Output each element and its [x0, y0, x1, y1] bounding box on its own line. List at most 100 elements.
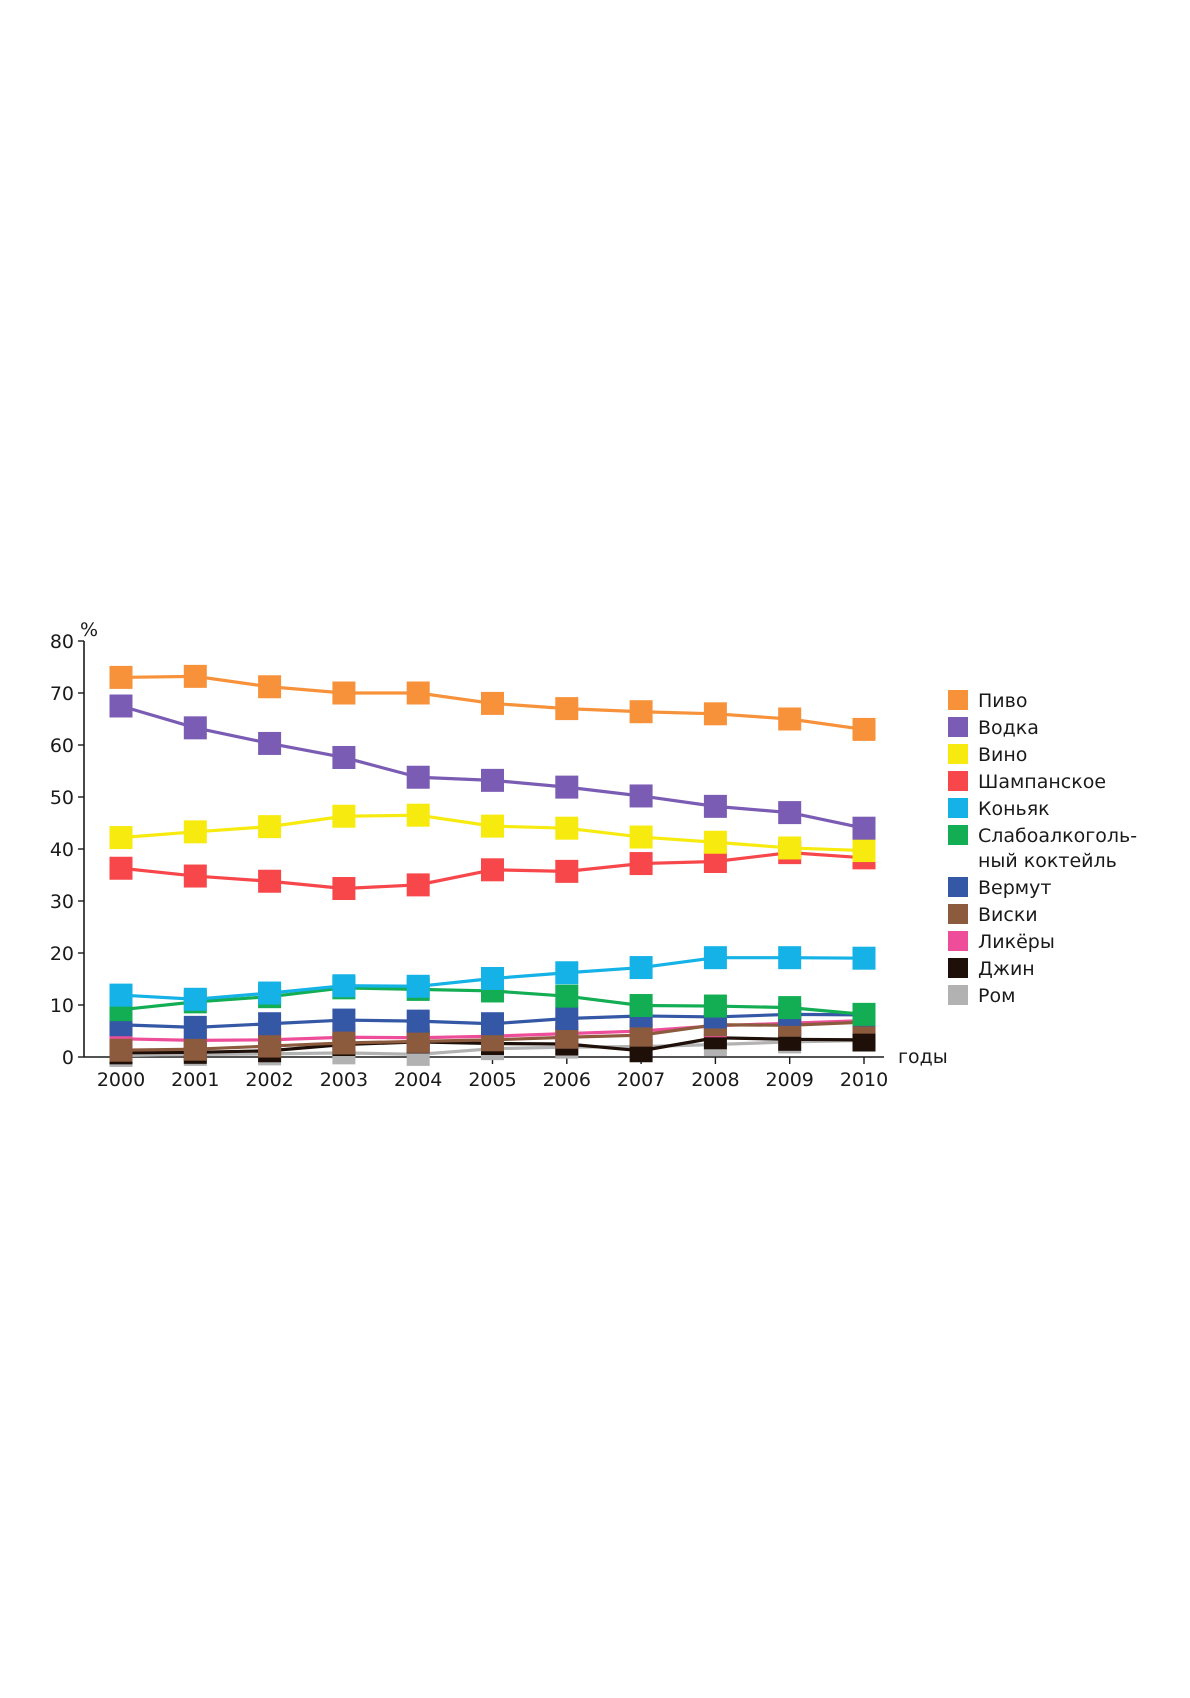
data-point: [852, 816, 876, 840]
data-point: [332, 1008, 356, 1032]
data-point: [555, 697, 579, 721]
y-tick-label: 30: [50, 891, 74, 913]
data-point: [258, 731, 282, 755]
data-point: [703, 849, 727, 873]
x-tick-label: 2010: [840, 1069, 888, 1091]
data-point: [332, 681, 356, 705]
legend-swatch: [948, 958, 968, 978]
y-ticks: 0 10 20 30 40 50 60 70 80: [50, 631, 84, 1069]
data-point: [406, 803, 430, 827]
legend-label: Ликёры: [978, 931, 1055, 953]
data-point: [258, 815, 282, 839]
x-tick-label: 2003: [320, 1069, 368, 1091]
data-point: [703, 946, 727, 970]
data-point: [183, 987, 207, 1011]
y-tick-label: 70: [50, 683, 74, 705]
data-point: [555, 859, 579, 883]
data-point: [629, 994, 653, 1018]
x-tick-label: 2001: [171, 1069, 219, 1091]
data-point: [332, 804, 356, 828]
data-point: [481, 858, 504, 882]
data-point: [629, 1023, 653, 1047]
legend-item: Шампанское: [948, 771, 1106, 793]
legend-label: Пиво: [978, 690, 1027, 712]
data-point: [481, 814, 504, 838]
data-point: [703, 994, 727, 1018]
data-point: [778, 996, 802, 1020]
data-point: [481, 966, 504, 990]
data-point: [481, 1012, 504, 1036]
data-point: [332, 877, 356, 901]
legend-item: Виски: [948, 904, 1038, 926]
legend-item: Вино: [948, 744, 1027, 766]
data-point: [183, 1037, 207, 1061]
data-point: [406, 873, 430, 897]
legend-swatch: [948, 744, 968, 764]
data-point: [555, 816, 579, 840]
data-point: [629, 956, 653, 980]
data-point: [332, 1031, 356, 1055]
x-tick-label: 2002: [245, 1069, 293, 1091]
legend-label: Виски: [978, 904, 1038, 926]
data-point: [109, 694, 133, 718]
data-point: [258, 869, 282, 893]
data-point: [406, 765, 430, 789]
x-axis-unit-label: годы: [898, 1046, 948, 1068]
x-tick-label: 2005: [468, 1069, 516, 1091]
data-point: [183, 664, 207, 688]
y-tick-label: 20: [50, 943, 74, 965]
legend-swatch: [948, 690, 968, 710]
legend-swatch: [948, 771, 968, 791]
data-point: [258, 1034, 282, 1058]
data-point: [852, 839, 876, 863]
legend-label: Ром: [978, 985, 1015, 1007]
legend: Пиво Водка Вино Шампанское Коньяк Слабоалкого…: [948, 690, 1137, 1007]
legend-item: Ликёры: [948, 931, 1055, 953]
legend-item: Водка: [948, 717, 1039, 739]
data-point: [406, 681, 430, 705]
legend-swatch: [948, 825, 968, 845]
legend-swatch: [948, 931, 968, 951]
x-tick-label: 2009: [766, 1069, 814, 1091]
data-point: [109, 856, 133, 880]
data-point: [109, 665, 133, 689]
y-axis-unit-label: %: [80, 619, 98, 641]
data-point: [109, 826, 133, 850]
data-point: [555, 775, 579, 799]
data-point: [852, 717, 876, 741]
legend-item: Пиво: [948, 690, 1027, 712]
data-point: [629, 852, 653, 876]
series-3: [109, 841, 876, 901]
data-point: [258, 981, 282, 1005]
data-point: [109, 983, 133, 1007]
x-tick-label: 2004: [394, 1069, 442, 1091]
data-point: [481, 768, 504, 792]
data-point: [406, 1029, 430, 1053]
data-point: [406, 974, 430, 998]
data-point: [629, 784, 653, 808]
data-point: [852, 946, 876, 970]
legend-swatch: [948, 985, 968, 1005]
data-point: [258, 675, 282, 699]
data-point: [109, 1038, 133, 1062]
data-point: [183, 716, 207, 740]
data-point: [778, 707, 802, 731]
legend-label: Шампанское: [978, 771, 1106, 793]
legend-label: Вино: [978, 744, 1027, 766]
legend-label: Слабоалкоголь-: [978, 825, 1137, 847]
legend-item: Слабоалкоголь-ный коктейль: [948, 825, 1137, 872]
y-tick-label: 60: [50, 735, 74, 757]
data-point: [778, 836, 802, 860]
data-point: [703, 830, 727, 854]
data-point: [183, 1015, 207, 1039]
data-point: [258, 1012, 282, 1036]
x-tick-label: 2008: [691, 1069, 739, 1091]
x-tick-label: 2000: [97, 1069, 145, 1091]
x-tick-label: 2007: [617, 1069, 665, 1091]
series-line: [120, 704, 865, 830]
y-tick-label: 0: [62, 1047, 74, 1069]
data-point: [183, 864, 207, 888]
y-tick-label: 40: [50, 839, 74, 861]
legend-swatch: [948, 904, 968, 924]
